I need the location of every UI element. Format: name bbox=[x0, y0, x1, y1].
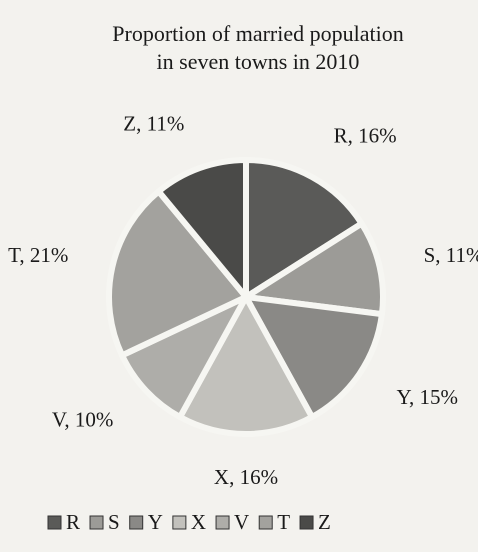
legend-label: S bbox=[108, 510, 120, 534]
legend-swatch bbox=[299, 515, 314, 530]
legend-swatch bbox=[172, 515, 187, 530]
legend-swatch bbox=[215, 515, 230, 530]
legend-swatch bbox=[129, 515, 144, 530]
slice-label: Y, 15% bbox=[397, 385, 458, 409]
pie-slice bbox=[155, 157, 249, 300]
pie-slice bbox=[106, 188, 249, 359]
legend-swatch bbox=[47, 515, 62, 530]
slice-label: S, 11% bbox=[424, 243, 478, 267]
legend-swatch bbox=[89, 515, 104, 530]
legend-label: R bbox=[66, 510, 80, 534]
slice-label: Z, 11% bbox=[123, 112, 184, 136]
legend-label: X bbox=[191, 510, 206, 534]
pie-slice bbox=[243, 220, 386, 318]
slice-label: T, 21% bbox=[8, 243, 68, 267]
legend-label: V bbox=[234, 510, 249, 534]
pie-slice bbox=[243, 294, 385, 421]
pie-slice bbox=[177, 294, 315, 437]
legend-swatch bbox=[258, 515, 273, 530]
chart-title: in seven towns in 2010 bbox=[157, 49, 360, 74]
slice-label: V, 10% bbox=[52, 407, 113, 431]
legend-label: Z bbox=[318, 510, 331, 534]
slice-label: R, 16% bbox=[334, 123, 397, 147]
legend-label: Y bbox=[148, 510, 163, 534]
legend-label: T bbox=[277, 510, 290, 534]
pie-slice bbox=[243, 157, 365, 300]
slice-label: X, 16% bbox=[214, 465, 278, 489]
chart-title: Proportion of married population bbox=[112, 21, 403, 46]
